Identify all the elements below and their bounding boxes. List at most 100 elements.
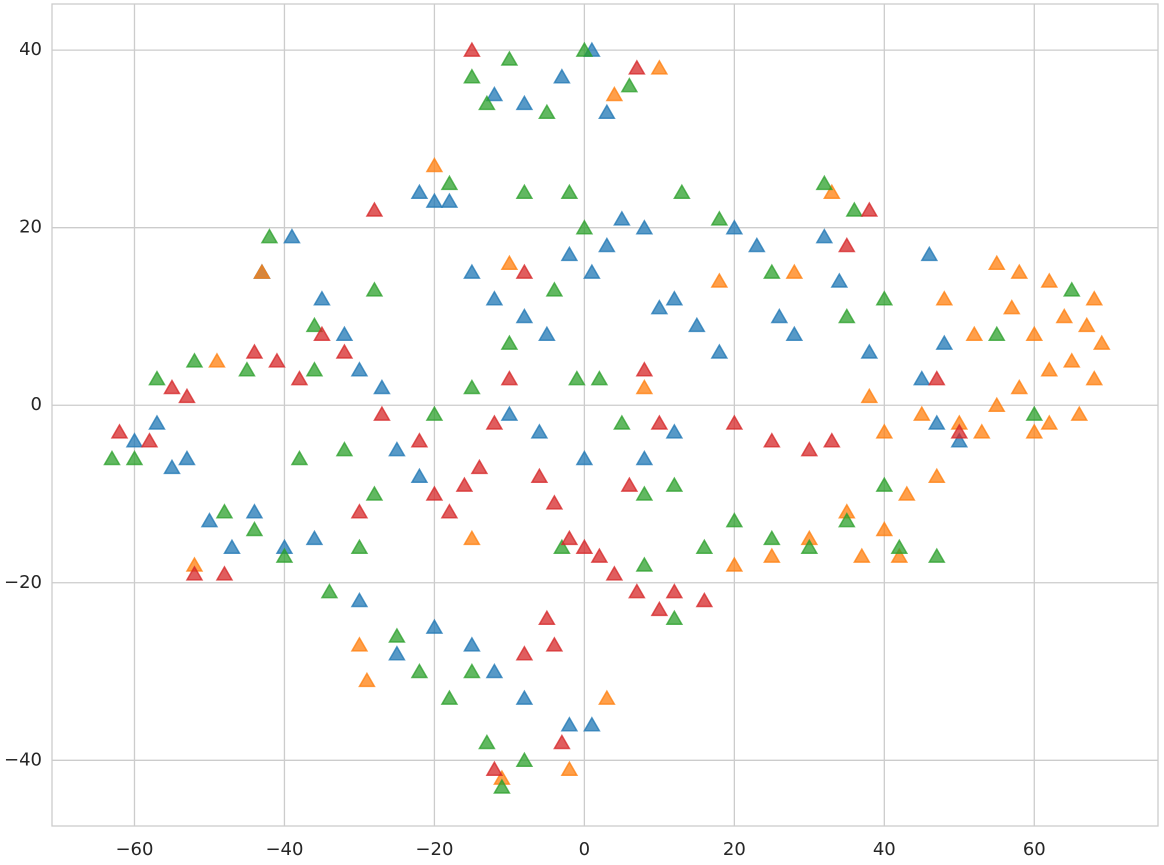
x-tick-label: 40 bbox=[873, 839, 896, 860]
point bbox=[823, 183, 841, 199]
point bbox=[283, 228, 301, 244]
point bbox=[628, 59, 646, 75]
x-tick-label: 20 bbox=[723, 839, 746, 860]
point bbox=[763, 432, 781, 448]
x-tick-label: −60 bbox=[115, 839, 153, 860]
point bbox=[598, 103, 616, 120]
y-tick-label: 20 bbox=[19, 217, 42, 238]
point bbox=[245, 343, 264, 359]
point bbox=[950, 432, 969, 448]
point bbox=[1077, 316, 1096, 333]
point bbox=[485, 290, 504, 306]
point bbox=[373, 405, 391, 421]
point bbox=[455, 476, 474, 492]
point bbox=[373, 378, 391, 395]
point bbox=[463, 636, 481, 652]
point bbox=[823, 432, 841, 448]
point bbox=[275, 547, 294, 563]
point bbox=[538, 325, 556, 341]
point bbox=[410, 467, 429, 484]
point bbox=[530, 467, 549, 484]
point bbox=[260, 228, 279, 244]
point bbox=[928, 370, 946, 386]
point bbox=[987, 325, 1006, 341]
point bbox=[350, 538, 369, 555]
point bbox=[935, 334, 954, 350]
point bbox=[838, 512, 856, 528]
point bbox=[515, 94, 534, 111]
point bbox=[800, 538, 819, 555]
point bbox=[163, 378, 181, 395]
point bbox=[898, 485, 916, 501]
point bbox=[583, 716, 601, 732]
point bbox=[875, 290, 894, 306]
point bbox=[875, 521, 894, 537]
point bbox=[478, 734, 496, 750]
point bbox=[500, 254, 519, 270]
point bbox=[463, 529, 481, 546]
point bbox=[853, 547, 871, 563]
point bbox=[410, 663, 429, 679]
x-tick-label: 0 bbox=[579, 839, 590, 860]
plot-frame bbox=[51, 3, 1159, 827]
point bbox=[800, 441, 819, 457]
point bbox=[335, 325, 354, 341]
point bbox=[928, 547, 946, 563]
point bbox=[785, 325, 804, 341]
point bbox=[635, 361, 654, 377]
point bbox=[485, 760, 504, 776]
y-tick-label: −20 bbox=[4, 572, 42, 593]
point bbox=[163, 458, 181, 475]
point bbox=[140, 432, 159, 448]
point bbox=[553, 68, 571, 84]
point bbox=[1040, 361, 1059, 377]
point bbox=[965, 325, 984, 341]
point bbox=[485, 663, 504, 679]
point bbox=[1010, 263, 1029, 279]
point bbox=[613, 210, 631, 226]
y-tick-label: 0 bbox=[31, 394, 42, 415]
point bbox=[463, 378, 481, 395]
point bbox=[613, 414, 631, 430]
point bbox=[950, 423, 969, 439]
point bbox=[538, 103, 556, 120]
point bbox=[838, 307, 856, 324]
point bbox=[815, 174, 834, 191]
point bbox=[725, 219, 744, 235]
point bbox=[928, 414, 946, 430]
point bbox=[245, 521, 264, 537]
point bbox=[365, 485, 384, 501]
point bbox=[875, 476, 894, 492]
point bbox=[635, 449, 654, 466]
point bbox=[440, 689, 459, 705]
point bbox=[725, 512, 744, 528]
point bbox=[635, 485, 654, 501]
point bbox=[1025, 423, 1044, 439]
point bbox=[515, 689, 534, 705]
point bbox=[763, 263, 781, 279]
point bbox=[538, 609, 556, 626]
point bbox=[972, 423, 991, 439]
point bbox=[560, 716, 579, 732]
point bbox=[350, 361, 369, 377]
point bbox=[575, 538, 594, 555]
point bbox=[335, 441, 354, 457]
x-tick-label: −20 bbox=[415, 839, 453, 860]
point bbox=[628, 583, 646, 599]
point bbox=[320, 583, 339, 599]
point bbox=[935, 290, 954, 306]
point bbox=[650, 299, 669, 315]
point bbox=[178, 387, 196, 404]
point bbox=[425, 405, 444, 421]
point bbox=[305, 529, 324, 546]
point bbox=[410, 183, 429, 199]
y-tick-label: 40 bbox=[19, 39, 42, 60]
point bbox=[185, 352, 204, 368]
point bbox=[928, 467, 946, 484]
point bbox=[650, 600, 669, 617]
point bbox=[725, 414, 744, 430]
point bbox=[425, 157, 444, 173]
point bbox=[748, 236, 766, 253]
point bbox=[425, 192, 444, 208]
point bbox=[515, 183, 534, 199]
